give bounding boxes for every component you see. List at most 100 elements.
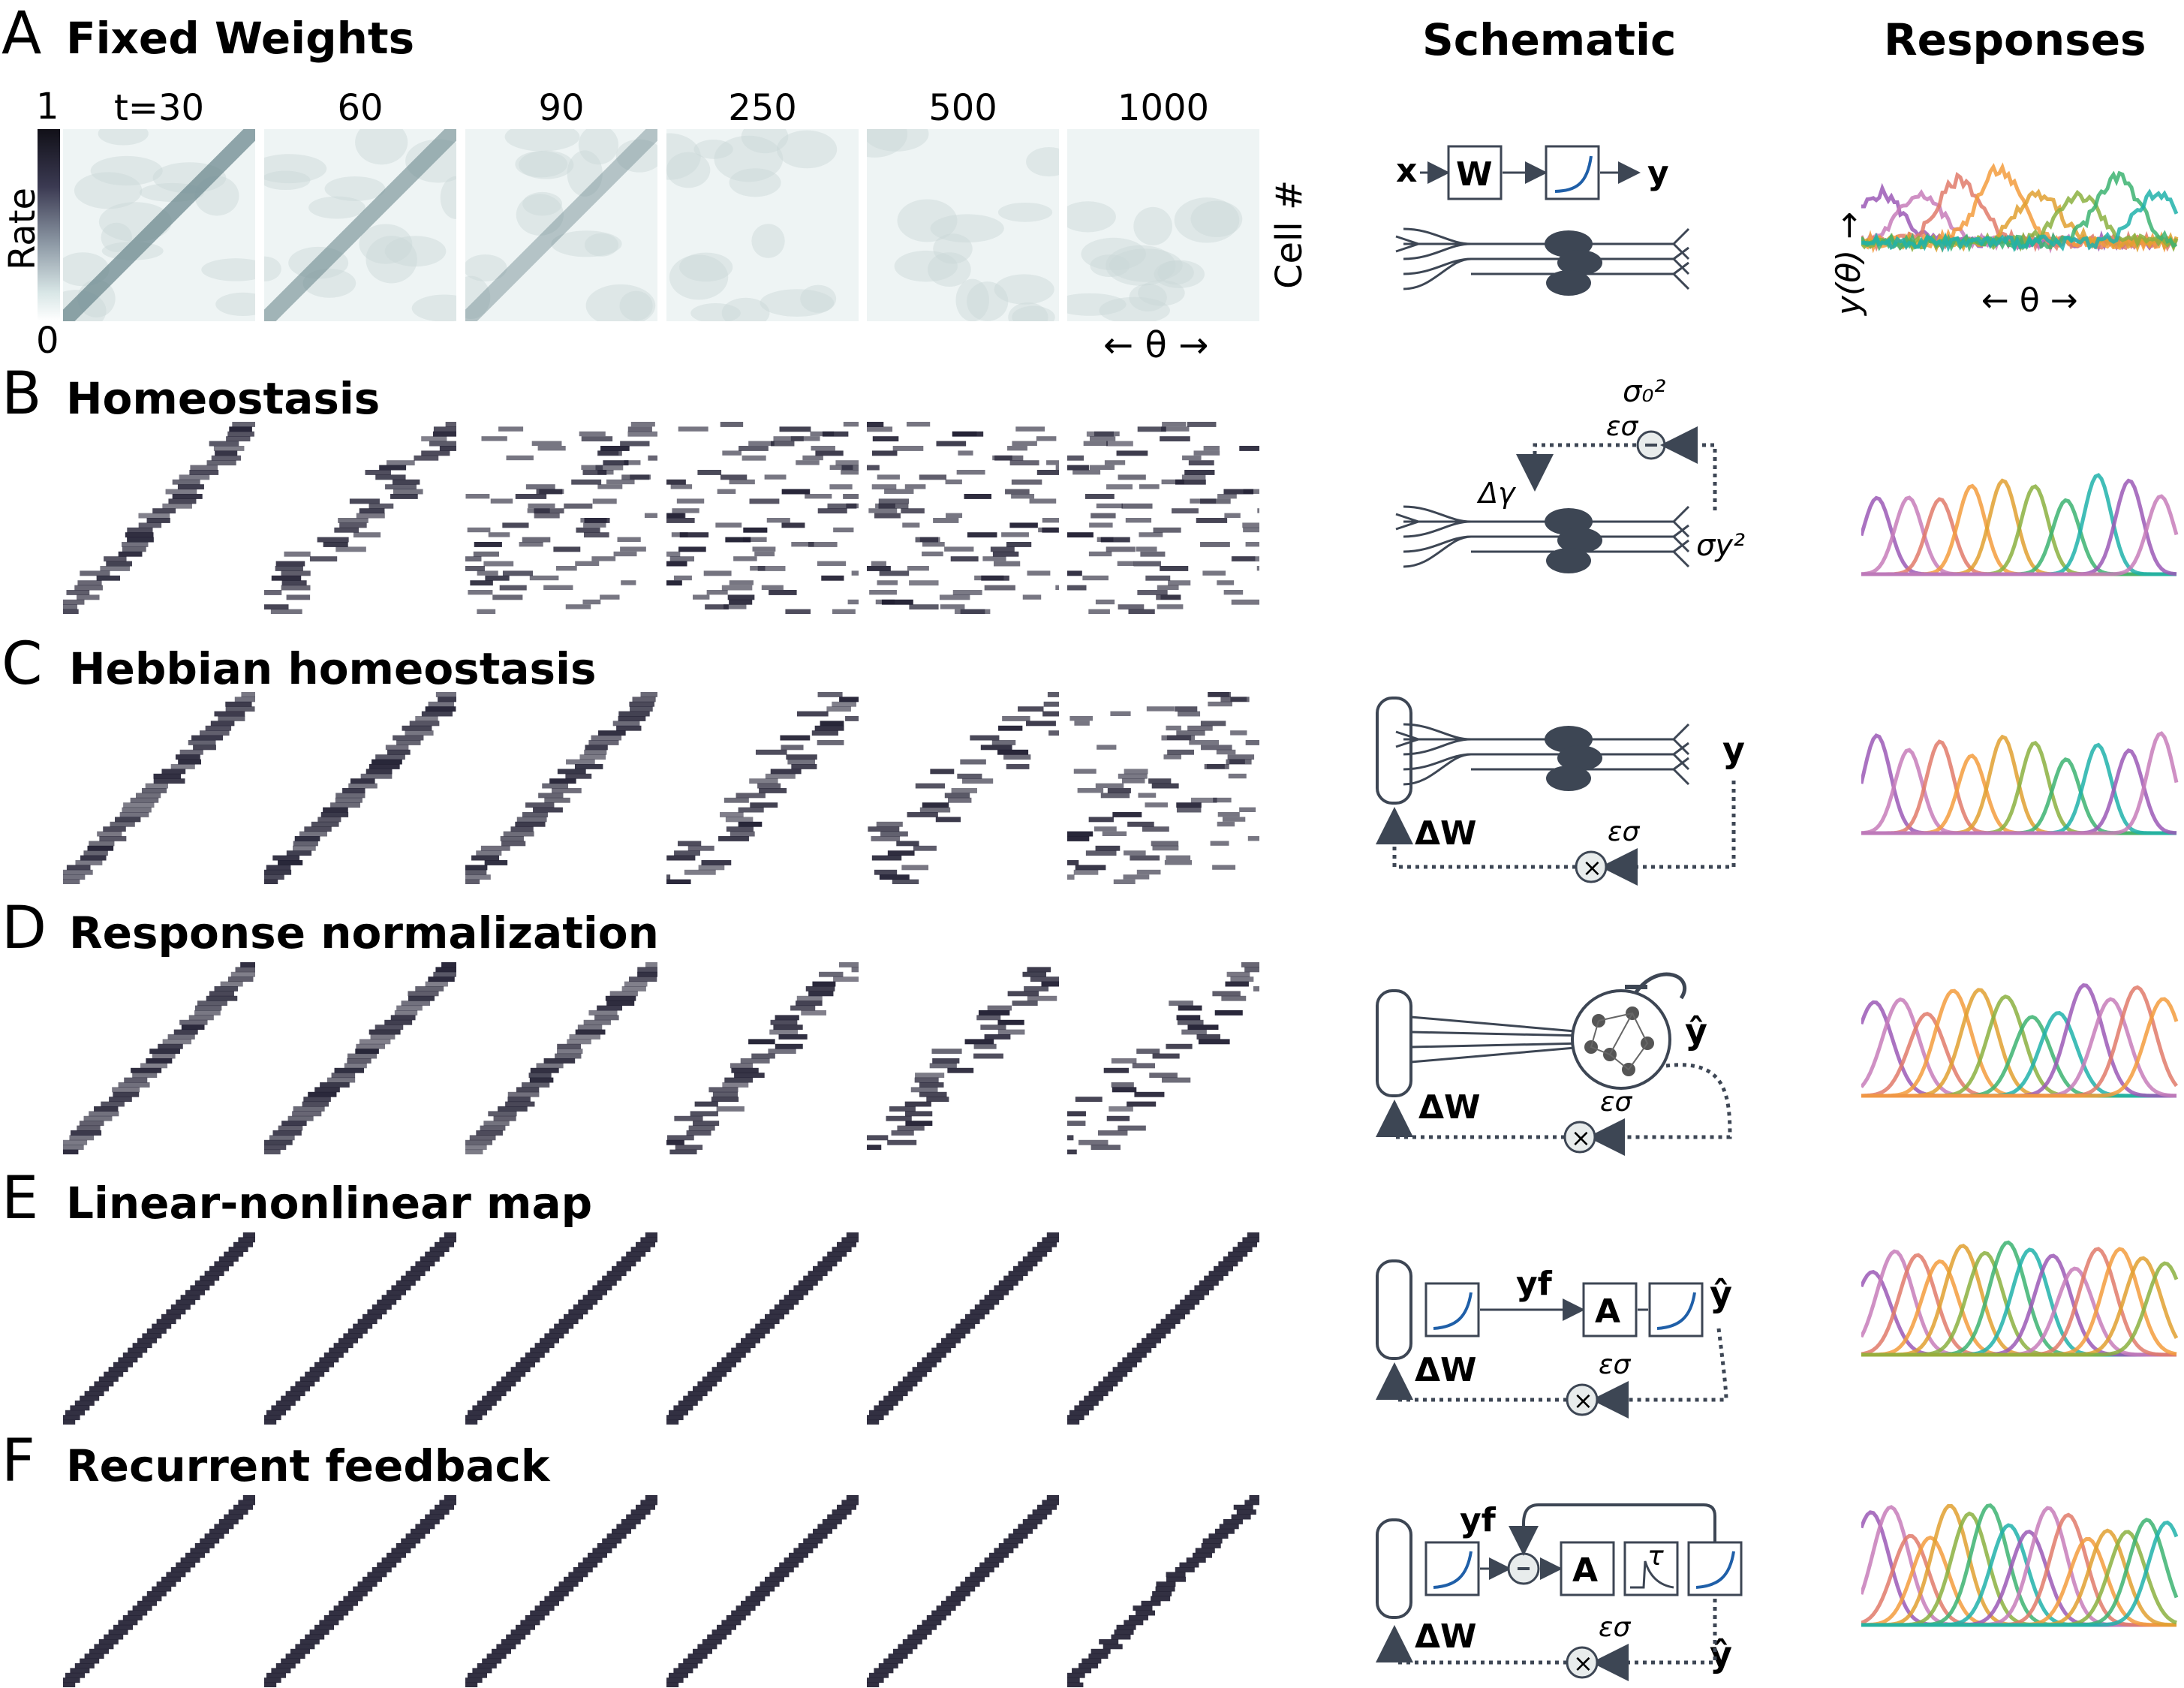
heatmap-d-0 [63, 962, 255, 1154]
schematic-a-x: x [1396, 152, 1417, 190]
response-row-a [1861, 162, 2179, 254]
response-theta-label: ← θ → [1981, 281, 2078, 320]
heatmap-b-4 [867, 422, 1059, 614]
schematics: x W y σ₀² εσ Δγ σy² y × εσ ΔW [1376, 145, 1745, 1681]
time-label-3: 250 [728, 87, 797, 129]
response-row-c [1861, 731, 2179, 835]
panel-title-b: Homeostasis [66, 373, 381, 424]
heatmap-c-4 [867, 692, 1059, 884]
schematic-e-yhat: ŷ [1710, 1274, 1732, 1314]
panel-title-e: Linear-nonlinear map [66, 1178, 593, 1229]
response-curve [1861, 741, 2176, 835]
schematic-b-sigmay: σy² [1696, 528, 1745, 563]
response-curve [1861, 1520, 2179, 1627]
schematic-c-dw: ΔW [1415, 814, 1477, 853]
schematic-b-dgamma: Δγ [1476, 477, 1517, 510]
panel-title-d: Response normalization [69, 907, 659, 958]
heatmap-e-1 [264, 1232, 456, 1425]
theta-axis-label: ← θ → [1103, 324, 1209, 366]
heatmap-d-5 [1067, 962, 1259, 1154]
heatmap-c-3 [666, 692, 859, 884]
response-curve [1861, 188, 2179, 253]
schematic-b-sigma0: σ₀² [1623, 375, 1665, 409]
panel-letter-f: F [2, 1428, 35, 1495]
schematic-c: y × εσ ΔW [1376, 697, 1745, 886]
schematic-f-dw: ΔW [1415, 1617, 1477, 1656]
heatmap-b-5 [1067, 422, 1259, 614]
schematic-d-times: × [1571, 1124, 1591, 1152]
cell-axis-label: Cell # [1268, 179, 1310, 289]
response-curve [1861, 997, 2179, 1098]
schematic-b-eps: εσ [1606, 411, 1638, 442]
schematic-header: Schematic [1422, 14, 1677, 65]
schematic-f-tau: τ [1647, 1541, 1664, 1572]
response-curves [1861, 162, 2179, 1627]
heatmap-f-4 [867, 1495, 1059, 1687]
schematic-f-eps: εσ [1599, 1612, 1631, 1643]
time-label-4: 500 [928, 87, 997, 129]
colorbar-max: 1 [36, 86, 59, 128]
schematic-c-times: × [1582, 853, 1602, 882]
heatmap-a-2 [465, 129, 657, 321]
schematic-e-eps: εσ [1599, 1349, 1631, 1380]
heatmap-b-0 [63, 422, 255, 614]
response-row-e [1861, 1240, 2179, 1357]
heatmap-d-1 [264, 962, 456, 1154]
schematic-e-a: A [1595, 1292, 1620, 1331]
panel-letter-c: C [2, 630, 43, 698]
heatmap-c-5 [1067, 692, 1259, 884]
response-curve [1861, 498, 2176, 576]
schematic-e-dw: ΔW [1415, 1351, 1477, 1389]
schematic-a: x W y [1394, 145, 1690, 297]
heatmap-f-0 [63, 1495, 255, 1687]
heatmap-a-5 [1067, 129, 1259, 321]
response-row-b [1861, 473, 2179, 576]
colorbar-min: 0 [36, 320, 59, 362]
response-row-d [1861, 982, 2179, 1098]
schematic-f: yf A τ ŷ × εσ ΔW [1376, 1501, 1743, 1681]
heatmap-f-2 [465, 1495, 657, 1687]
schematic-e-yf: yf [1516, 1265, 1553, 1303]
schematic-a-y: y [1647, 154, 1669, 192]
heatmap-f-3 [666, 1495, 859, 1687]
colorbar-label: Rate [2, 187, 44, 270]
response-curve [1861, 1261, 2179, 1357]
schematic-c-eps: εσ [1608, 817, 1640, 847]
heatmap-c-1 [264, 692, 456, 884]
schematic-d-eps: εσ [1600, 1087, 1632, 1118]
schematic-f-yf: yf [1460, 1501, 1497, 1539]
time-label-1: 60 [337, 87, 384, 129]
schematic-a-w: W [1456, 155, 1493, 194]
heatmap-c-2 [465, 692, 657, 884]
heatmap-e-4 [867, 1232, 1059, 1425]
response-curve [1861, 757, 2176, 835]
schematic-e: yf A ŷ × εσ ΔW [1376, 1259, 1732, 1419]
heatmap-e-0 [63, 1232, 255, 1425]
response-curve [1861, 1510, 2176, 1627]
response-curve [1861, 731, 2179, 835]
heatmap-f-5 [1067, 1495, 1259, 1687]
heatmap-c-0 [63, 692, 255, 884]
time-label-2: 90 [538, 87, 585, 129]
panel-title-a: Fixed Weights [66, 13, 415, 64]
heatmap-d-3 [666, 962, 859, 1154]
heatmap-a-1 [264, 129, 456, 321]
schematic-e-times: × [1573, 1386, 1593, 1415]
heatmap-e-3 [666, 1232, 859, 1425]
time-label-5: 1000 [1117, 87, 1210, 129]
time-label-0: t=30 [113, 87, 205, 129]
response-curve [1861, 494, 2179, 576]
heatmap-f-1 [264, 1495, 456, 1687]
heatmap-a-0 [63, 129, 255, 321]
panel-title-c: Hebbian homeostasis [69, 643, 597, 694]
heatmap-b-1 [264, 422, 456, 614]
schematic-d: ŷ × εσ ΔW [1376, 972, 1732, 1156]
heatmap-d-4 [867, 962, 1059, 1154]
panel-letter-e: E [2, 1165, 39, 1232]
response-row-f [1861, 1503, 2179, 1627]
responses-header: Responses [1884, 14, 2146, 65]
schematic-f-times: × [1573, 1649, 1593, 1677]
panel-letter-b: B [2, 360, 42, 428]
schematic-d-dw: ΔW [1418, 1088, 1481, 1127]
heatmap-a-4 [867, 129, 1059, 321]
